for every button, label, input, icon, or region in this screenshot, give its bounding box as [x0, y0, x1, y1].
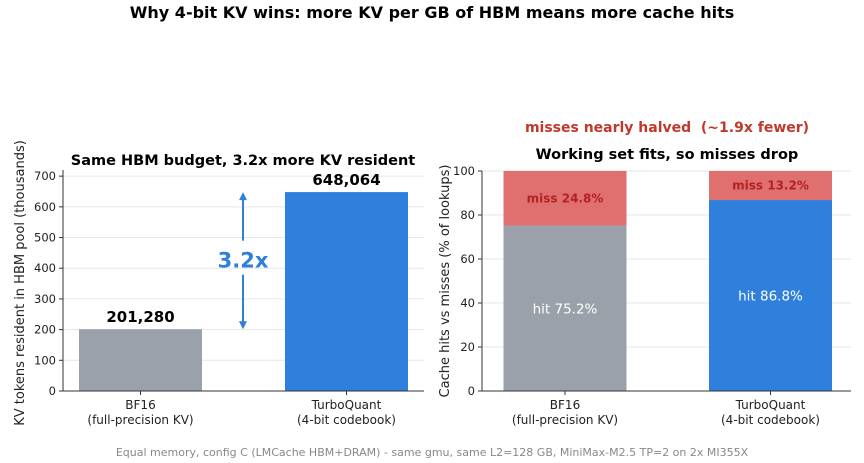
right-axes [481, 171, 851, 392]
left-x-tick-label: TurboQuant [311, 398, 382, 412]
left-y-tick-label: 200 [34, 323, 56, 337]
right-hit-label: hit 75.2% [533, 301, 598, 317]
right-x-tick-label: (full-precision KV) [512, 413, 618, 427]
right-y-tick-label: 20 [460, 340, 475, 354]
left-value-label: 648,064 [312, 171, 380, 189]
left-y-tick-label: 700 [34, 169, 56, 183]
right-bars [503, 171, 832, 391]
left-x-tick-label: BF16 [125, 398, 155, 412]
right-miss-bar [503, 171, 627, 226]
figure-title: Why 4-bit KV wins: more KV per GB of HBM… [130, 3, 734, 22]
right-y-tick-label: 60 [460, 252, 475, 266]
left-x-tick-label: (4-bit codebook) [297, 413, 396, 427]
right-miss-label: miss 24.8% [527, 191, 604, 205]
right-x-tick-label: TurboQuant [735, 398, 806, 412]
left-y-tick-label: 600 [34, 200, 56, 214]
left-y-tick-label: 500 [34, 231, 56, 245]
left-annotation: 3.2x [218, 192, 269, 330]
left-y-tick-label: 300 [34, 292, 56, 306]
right-y-axis-label: Cache hits vs misses (% of lookups) [438, 165, 453, 398]
right-y-tick-label: 100 [453, 164, 475, 178]
left-y-tick-label: 400 [34, 261, 56, 275]
figure-footnote: Equal memory, config C (LMCache HBM+DRAM… [116, 446, 749, 459]
annotation-ratio-label: 3.2x [218, 249, 269, 273]
right-chart: 0 20 40 60 80 100 BF16(full-precision KV) Turb… [438, 120, 851, 427]
right-chart-title: Working set fits, so misses drop [536, 147, 799, 163]
right-x-tick-label: BF16 [550, 398, 580, 412]
left-chart: 0 100 200 300 400 500 600 700 BF16(full-precisi… [13, 140, 424, 427]
right-x-tick-label: (4-bit codebook) [721, 413, 820, 427]
left-x-ticks: BF16(full-precision KV) TurboQuant(4-bit … [87, 391, 396, 427]
right-miss-label: miss 13.2% [732, 179, 809, 193]
left-value-labels: 201,280 648,064 [106, 171, 380, 326]
right-y-tick-label: 80 [460, 208, 475, 222]
right-y-tick-label: 40 [460, 296, 475, 310]
left-chart-title: Same HBM budget, 3.2x more KV resident [71, 153, 415, 169]
right-segment-labels: hit 75.2% miss 24.8% hit 86.8% miss 13.2% [527, 179, 809, 318]
annotation-arrowhead-up [239, 192, 247, 201]
left-axes [62, 170, 424, 392]
right-y-ticks: 0 20 40 60 80 100 [453, 164, 482, 398]
left-y-tick-label: 100 [34, 353, 56, 367]
left-value-label: 201,280 [106, 308, 174, 326]
right-chart-callout: misses nearly halved (~1.9x fewer) [525, 120, 809, 136]
right-y-tick-label: 0 [468, 384, 475, 398]
left-x-tick-label: (full-precision KV) [87, 413, 193, 427]
left-bar [285, 192, 408, 391]
right-miss-bar [709, 171, 832, 201]
left-bars [79, 192, 408, 391]
annotation-arrowhead-down [239, 321, 247, 330]
right-hit-bar [709, 200, 832, 391]
left-y-axis-label: KV tokens resident in HBM pool (thousand… [13, 140, 28, 426]
left-bar [79, 329, 202, 391]
left-y-tick-label: 0 [49, 384, 56, 398]
right-hit-bar [503, 225, 627, 391]
left-y-ticks: 0 100 200 300 400 500 600 700 [34, 169, 63, 398]
right-hit-label: hit 86.8% [738, 289, 803, 305]
right-x-ticks: BF16(full-precision KV) TurboQuant(4-bit … [512, 391, 820, 427]
